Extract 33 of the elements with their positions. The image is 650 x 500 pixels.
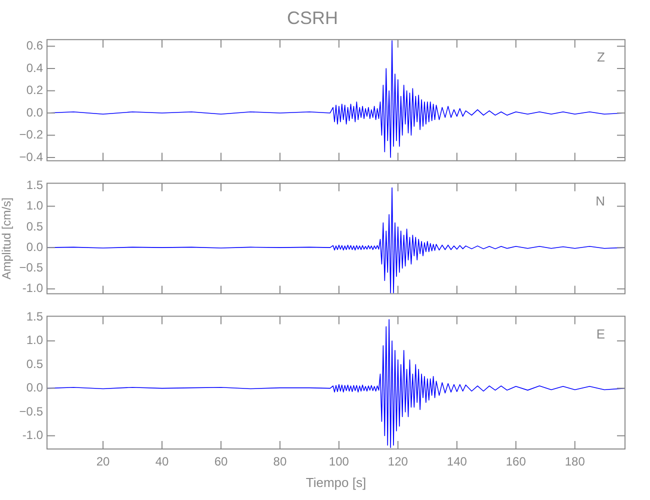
x-tick-label: 160 xyxy=(506,454,526,469)
x-tick-label: 60 xyxy=(214,454,228,469)
x-axis-title: Tiempo [s] xyxy=(306,474,366,490)
y-tick-label: 0.0 xyxy=(26,240,44,254)
y-tick-label: −0.4 xyxy=(19,150,44,164)
y-tick-label: −0.5 xyxy=(19,260,44,275)
x-tick-label: 100 xyxy=(328,454,350,469)
y-tick-label: 1.0 xyxy=(26,198,44,213)
y-tick-label: 0.6 xyxy=(26,38,44,53)
y-tick-label: −0.2 xyxy=(19,128,44,142)
annotation: Z xyxy=(597,50,606,65)
x-tick-label: 20 xyxy=(96,454,110,469)
y-axis-title: Amplitud [cm/s] xyxy=(0,197,14,280)
y-tick-label: 0.5 xyxy=(26,356,44,371)
y-tick-label: 1.5 xyxy=(26,178,44,192)
x-tick-label: 180 xyxy=(564,454,586,469)
chart-title: CSRH xyxy=(286,8,338,28)
y-tick-label: -1.0 xyxy=(22,428,44,442)
y-tick-label: 0.5 xyxy=(26,219,44,234)
annotation: E xyxy=(596,326,606,342)
y-tick-label: 1.5 xyxy=(26,309,44,324)
x-tick-label: 120 xyxy=(388,454,408,469)
y-tick-label: 0.0 xyxy=(26,380,44,395)
y-tick-label: 1.0 xyxy=(26,333,44,348)
x-tick-label: 80 xyxy=(273,454,287,469)
x-tick-label: 140 xyxy=(446,454,468,469)
x-tick-label: 40 xyxy=(155,454,170,469)
y-tick-label: -1.0 xyxy=(22,281,44,296)
y-tick-label: 0.0 xyxy=(26,105,44,120)
y-tick-label: 0.2 xyxy=(26,83,44,98)
y-tick-label: −0.5 xyxy=(19,404,44,418)
annotation: N xyxy=(596,193,605,208)
y-tick-label: 0.4 xyxy=(26,60,44,75)
